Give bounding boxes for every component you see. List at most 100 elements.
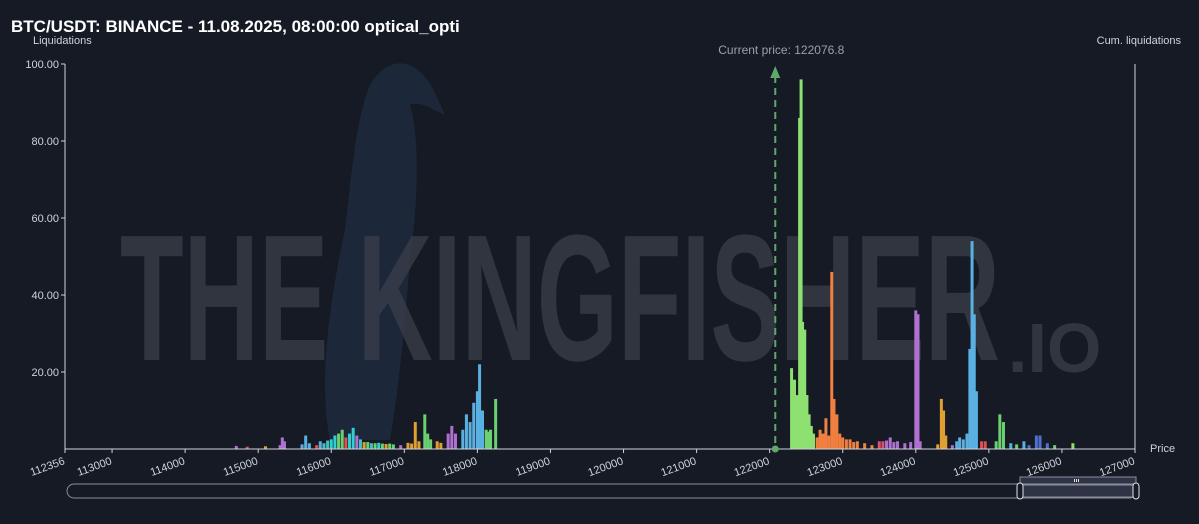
range-slider-track[interactable] — [66, 483, 1138, 499]
bar-63 — [807, 414, 811, 449]
watermark: THE KINGFISHER .IO — [120, 63, 1101, 440]
bar-43 — [453, 433, 457, 449]
range-slider[interactable] — [66, 476, 1140, 500]
range-slider-window[interactable] — [1019, 484, 1137, 498]
y-tick-label: 20.00 — [31, 367, 59, 379]
bar-14 — [333, 435, 337, 449]
bar-41 — [446, 433, 450, 449]
bar-105 — [974, 391, 978, 449]
bar-26 — [377, 442, 381, 449]
bar-88 — [903, 443, 907, 449]
bar-111 — [1009, 443, 1013, 449]
bar-117 — [1045, 443, 1049, 449]
bar-102 — [968, 348, 972, 449]
bar-45 — [464, 414, 468, 449]
bar-2 — [263, 446, 267, 449]
x-tick-label: 115000 — [222, 455, 260, 479]
bar-64 — [809, 425, 813, 449]
bar-69 — [824, 418, 828, 449]
bar-19 — [351, 427, 355, 449]
bar-36 — [423, 414, 427, 449]
current-price-arrow-icon — [770, 66, 781, 78]
bar-7 — [304, 435, 308, 449]
bar-34 — [413, 422, 417, 449]
bar-8 — [307, 443, 311, 449]
bar-9 — [315, 445, 319, 449]
bar-93 — [936, 444, 940, 449]
bar-25 — [373, 443, 377, 449]
bar-86 — [892, 442, 896, 449]
x-ticks: 112356 113000 114000 115000 116000 117000 1180… — [29, 449, 1136, 479]
bar-24 — [369, 443, 373, 449]
bar-112 — [1015, 444, 1019, 449]
bar-57 — [795, 395, 799, 449]
bar-115 — [1034, 435, 1038, 449]
bar-81 — [870, 445, 874, 449]
bar-21 — [358, 439, 362, 449]
bar-110 — [1001, 422, 1005, 449]
bar-30 — [391, 444, 395, 449]
bar-42 — [450, 425, 454, 449]
watermark-text: THE KINGFISHER — [120, 198, 1000, 399]
x-tick-label: 126000 — [1025, 455, 1064, 479]
bar-66 — [815, 437, 819, 449]
bar-39 — [435, 441, 439, 449]
range-slider-grip-icon[interactable] — [1074, 479, 1079, 482]
bar-113 — [1022, 441, 1026, 449]
y-axis-label-left: Liquidations — [33, 35, 92, 47]
bar-101 — [965, 433, 969, 449]
bar-96 — [944, 435, 948, 449]
bar-51 — [484, 429, 488, 449]
bar-119 — [1071, 443, 1075, 449]
bar-0 — [234, 445, 238, 449]
bar-16 — [340, 429, 344, 449]
bar-114 — [1027, 445, 1031, 449]
y-ticks: 20.00 40.00 60.00 80.00 100.00 — [25, 59, 65, 379]
bar-107 — [983, 441, 987, 449]
bar-18 — [348, 433, 352, 449]
range-slider-right-handle[interactable] — [1132, 482, 1140, 500]
bar-73 — [835, 414, 839, 449]
bar-65 — [812, 433, 816, 449]
range-slider-left-handle[interactable] — [1016, 482, 1024, 500]
bar-71 — [830, 271, 834, 449]
bar-77 — [848, 439, 852, 449]
y-tick-label: 80.00 — [31, 136, 59, 148]
bar-series — [234, 79, 1075, 450]
bar-37 — [426, 433, 430, 449]
x-tick-label: 116000 — [295, 455, 333, 479]
bar-83 — [881, 441, 885, 449]
bar-75 — [841, 437, 845, 449]
bar-1 — [245, 446, 249, 449]
current-price-marker: Current price: 122076.8 — [718, 43, 845, 453]
bar-74 — [838, 433, 842, 449]
bar-29 — [388, 443, 392, 449]
bar-10 — [318, 441, 322, 449]
bar-20 — [355, 435, 359, 449]
bar-82 — [877, 441, 881, 449]
bar-55 — [790, 368, 794, 449]
x-tick-label: 113000 — [76, 455, 114, 479]
bar-32 — [406, 442, 410, 449]
x-tick-label: 123000 — [806, 455, 845, 479]
bar-89 — [909, 442, 913, 449]
bar-38 — [429, 439, 433, 449]
current-price-label: Current price: 122076.8 — [718, 43, 844, 57]
bar-91 — [916, 314, 920, 449]
bar-104 — [972, 314, 976, 449]
x-tick-label: 119000 — [514, 455, 552, 479]
bar-84 — [885, 440, 889, 449]
kingfisher-bird-icon — [325, 63, 445, 440]
y-tick-label: 40.00 — [31, 290, 59, 302]
bar-76 — [844, 439, 848, 449]
bar-52 — [486, 431, 490, 449]
bar-116 — [1038, 435, 1042, 449]
bar-48 — [475, 391, 479, 449]
bar-5 — [282, 441, 286, 449]
x-tick-label: 120000 — [586, 455, 625, 479]
bar-103 — [970, 241, 974, 449]
bar-33 — [410, 443, 414, 449]
y-axis-label-right: Cum. liquidations — [1096, 35, 1181, 47]
